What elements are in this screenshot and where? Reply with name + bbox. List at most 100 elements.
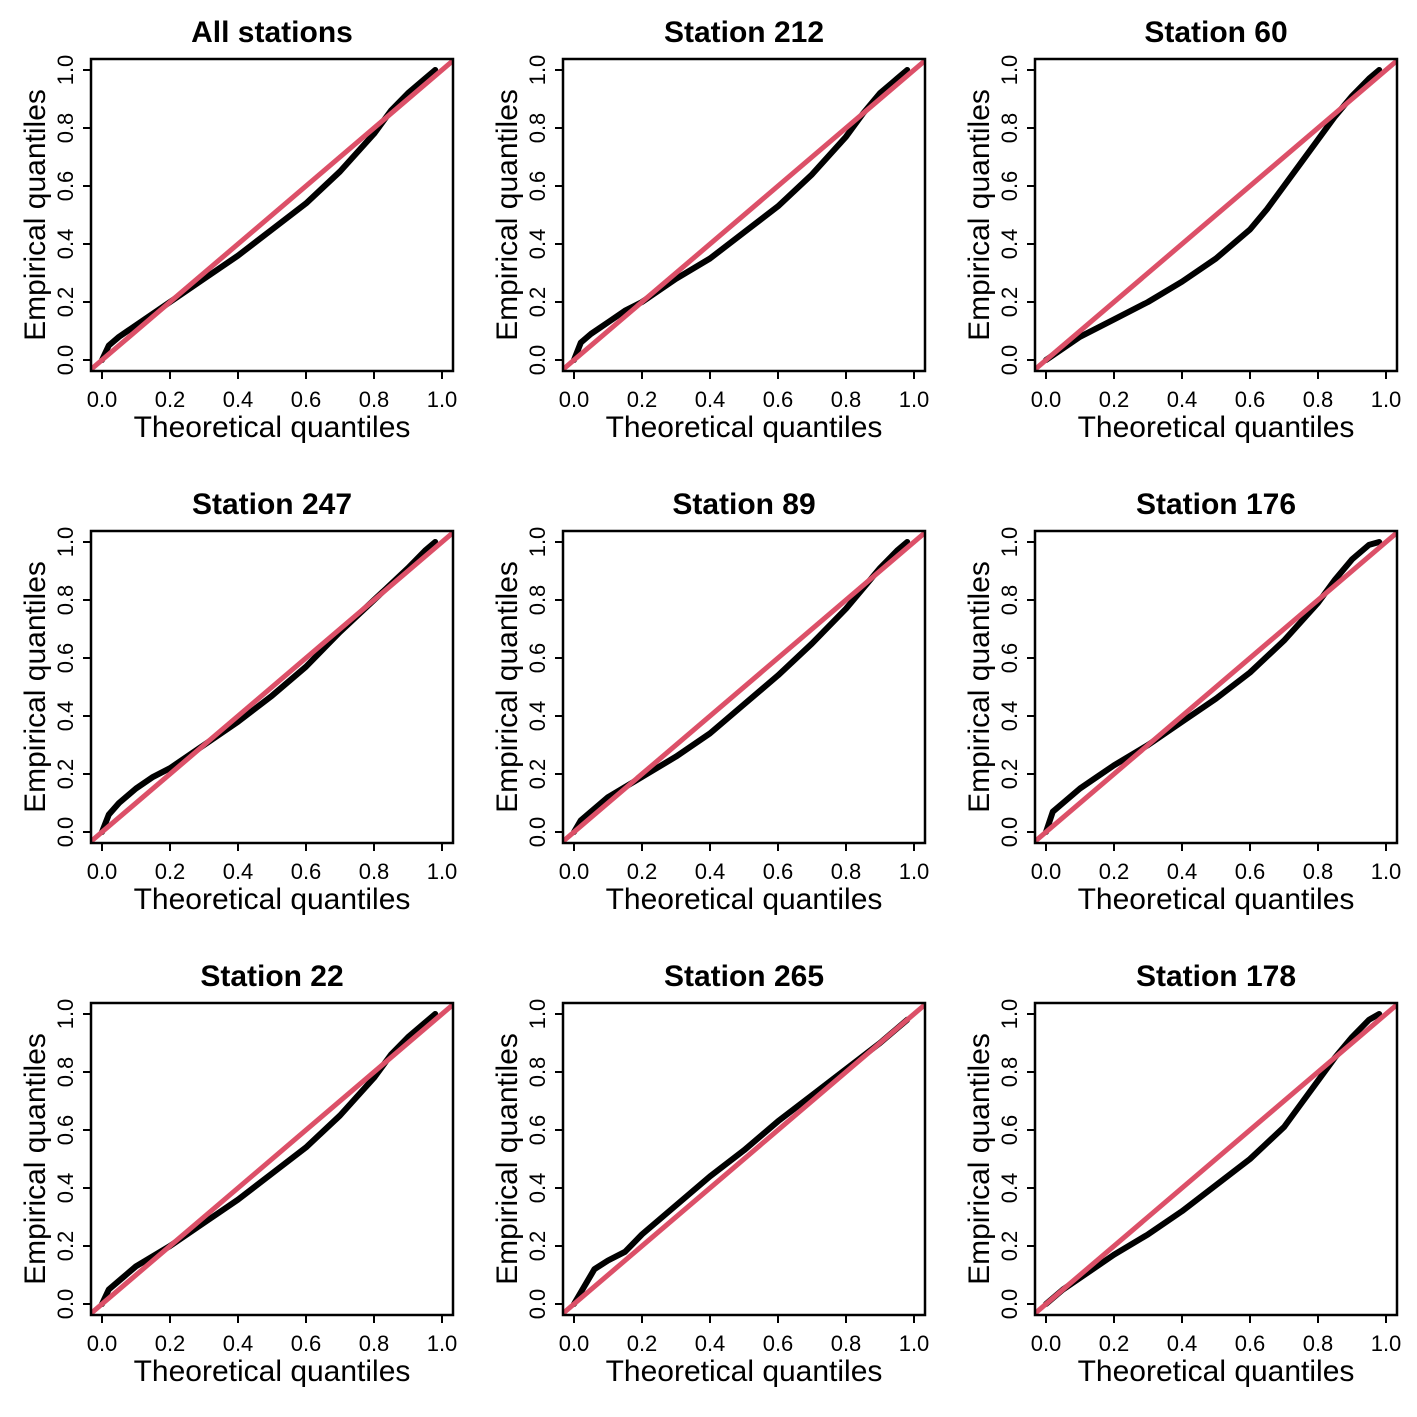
x-tick-label: 0.4	[223, 1331, 254, 1356]
qq-panel: Station 89 0.0 0.2 0.4 0.6 0.8 1.0 0.0 0.2 0.4 0.6…	[491, 488, 929, 916]
qq-panel: Station 22 0.0 0.2 0.4 0.6 0.8 1.0 0.0 0.2 0.4 0.6…	[19, 960, 457, 1388]
y-tick-label: 0.8	[53, 1057, 78, 1088]
panel-title: Station 178	[1136, 960, 1296, 993]
reference-line	[91, 531, 453, 843]
x-tick-label: 0.2	[627, 1331, 658, 1356]
y-tick-label: 0.0	[997, 345, 1022, 376]
y-tick-label: 0.2	[525, 1231, 550, 1262]
x-tick-label: 0.2	[627, 859, 658, 884]
y-tick-label: 0.2	[525, 287, 550, 318]
x-tick-label: 0.0	[559, 859, 590, 884]
x-tick-label: 1.0	[899, 387, 930, 412]
y-tick-label: 1.0	[53, 527, 78, 558]
panel-title: All stations	[191, 16, 353, 49]
x-axis-label: Theoretical quantiles	[1078, 1355, 1355, 1388]
x-tick-label: 0.2	[155, 387, 186, 412]
y-tick-label: 0.2	[53, 1231, 78, 1262]
x-tick-label: 0.8	[359, 859, 390, 884]
y-tick-label: 0.8	[53, 585, 78, 616]
y-tick-label: 0.4	[997, 1173, 1022, 1204]
y-tick-label: 0.6	[525, 171, 550, 202]
y-tick-label: 0.2	[997, 1231, 1022, 1262]
qq-panel: Station 247 0.0 0.2 0.4 0.6 0.8 1.0 0.0 0.2 0.4 0.…	[19, 488, 457, 916]
y-tick-label: 0.6	[53, 171, 78, 202]
reference-line	[563, 59, 925, 371]
y-tick-label: 0.6	[997, 171, 1022, 202]
plot-frame	[561, 1001, 927, 1317]
y-tick-label: 1.0	[525, 527, 550, 558]
x-tick-label: 0.2	[1099, 1331, 1130, 1356]
y-tick-label: 1.0	[53, 55, 78, 86]
y-tick-label: 0.0	[53, 345, 78, 376]
plot-frame	[561, 57, 927, 373]
panel-title: Station 247	[192, 488, 352, 521]
x-tick-label: 0.4	[223, 859, 254, 884]
x-tick-label: 0.2	[155, 1331, 186, 1356]
x-axis-label: Theoretical quantiles	[134, 1355, 411, 1388]
y-tick-label: 0.4	[53, 1173, 78, 1204]
y-tick-label: 0.6	[53, 643, 78, 674]
y-tick-label: 0.2	[997, 287, 1022, 318]
y-tick-label: 0.8	[53, 113, 78, 144]
y-tick-label: 0.6	[997, 1115, 1022, 1146]
reference-line	[91, 1003, 453, 1315]
empirical-quantile-curve	[99, 1011, 439, 1307]
x-tick-label: 0.6	[1235, 1331, 1266, 1356]
x-tick-label: 0.6	[763, 387, 794, 412]
plot-frame	[89, 1001, 455, 1317]
y-tick-label: 0.2	[997, 759, 1022, 790]
y-tick-label: 0.0	[997, 1289, 1022, 1320]
empirical-quantile-curve	[99, 67, 439, 363]
y-tick-label: 0.8	[997, 1057, 1022, 1088]
y-tick-label: 0.4	[525, 1173, 550, 1204]
x-tick-label: 0.4	[1167, 1331, 1198, 1356]
y-axis-label: Empirical quantiles	[963, 1033, 996, 1285]
qq-panel: Station 60 0.0 0.2 0.4 0.6 0.8 1.0 0.0 0.2 0.4 0.6…	[963, 16, 1402, 444]
empirical-quantile-curve	[1043, 1011, 1383, 1307]
x-tick-label: 0.4	[695, 1331, 726, 1356]
x-tick-label: 0.8	[1303, 387, 1334, 412]
y-tick-label: 1.0	[53, 999, 78, 1030]
x-tick-label: 0.6	[291, 859, 322, 884]
panel-title: Station 22	[200, 960, 343, 993]
y-tick-label: 1.0	[997, 999, 1022, 1030]
x-axis-label: Theoretical quantiles	[1078, 411, 1355, 444]
y-tick-label: 1.0	[525, 999, 550, 1030]
y-tick-label: 0.2	[525, 759, 550, 790]
y-tick-label: 1.0	[997, 55, 1022, 86]
x-tick-label: 1.0	[899, 1331, 930, 1356]
panel-title: Station 60	[1144, 16, 1287, 49]
x-tick-label: 0.6	[291, 387, 322, 412]
x-tick-label: 0.6	[291, 1331, 322, 1356]
y-tick-label: 0.4	[53, 701, 78, 732]
x-axis-label: Theoretical quantiles	[1078, 883, 1355, 916]
x-tick-label: 0.0	[559, 1331, 590, 1356]
x-axis-label: Theoretical quantiles	[134, 883, 411, 916]
y-axis-label: Empirical quantiles	[963, 89, 996, 341]
plot-frame	[89, 57, 455, 373]
x-tick-label: 1.0	[427, 387, 458, 412]
x-tick-label: 0.8	[359, 1331, 390, 1356]
y-tick-label: 0.8	[997, 113, 1022, 144]
x-tick-label: 0.2	[627, 387, 658, 412]
reference-line	[91, 59, 453, 371]
x-axis-label: Theoretical quantiles	[606, 411, 883, 444]
x-tick-label: 0.6	[763, 859, 794, 884]
plot-frame	[1033, 57, 1399, 373]
x-tick-label: 0.8	[831, 1331, 862, 1356]
x-tick-label: 0.8	[1303, 859, 1334, 884]
qq-panel: Station 212 0.0 0.2 0.4 0.6 0.8 1.0 0.0 0.2 0.4 0.…	[491, 16, 930, 444]
y-axis-label: Empirical quantiles	[491, 1033, 524, 1285]
x-tick-label: 0.6	[763, 1331, 794, 1356]
y-tick-label: 0.0	[53, 1289, 78, 1320]
x-tick-label: 1.0	[1371, 387, 1402, 412]
x-tick-label: 0.2	[155, 859, 186, 884]
reference-line	[563, 531, 925, 843]
x-tick-label: 0.8	[831, 859, 862, 884]
x-tick-label: 1.0	[1371, 859, 1402, 884]
x-tick-label: 0.0	[559, 387, 590, 412]
plot-frame	[1033, 529, 1399, 845]
x-tick-label: 0.8	[831, 387, 862, 412]
x-tick-label: 0.6	[1235, 387, 1266, 412]
